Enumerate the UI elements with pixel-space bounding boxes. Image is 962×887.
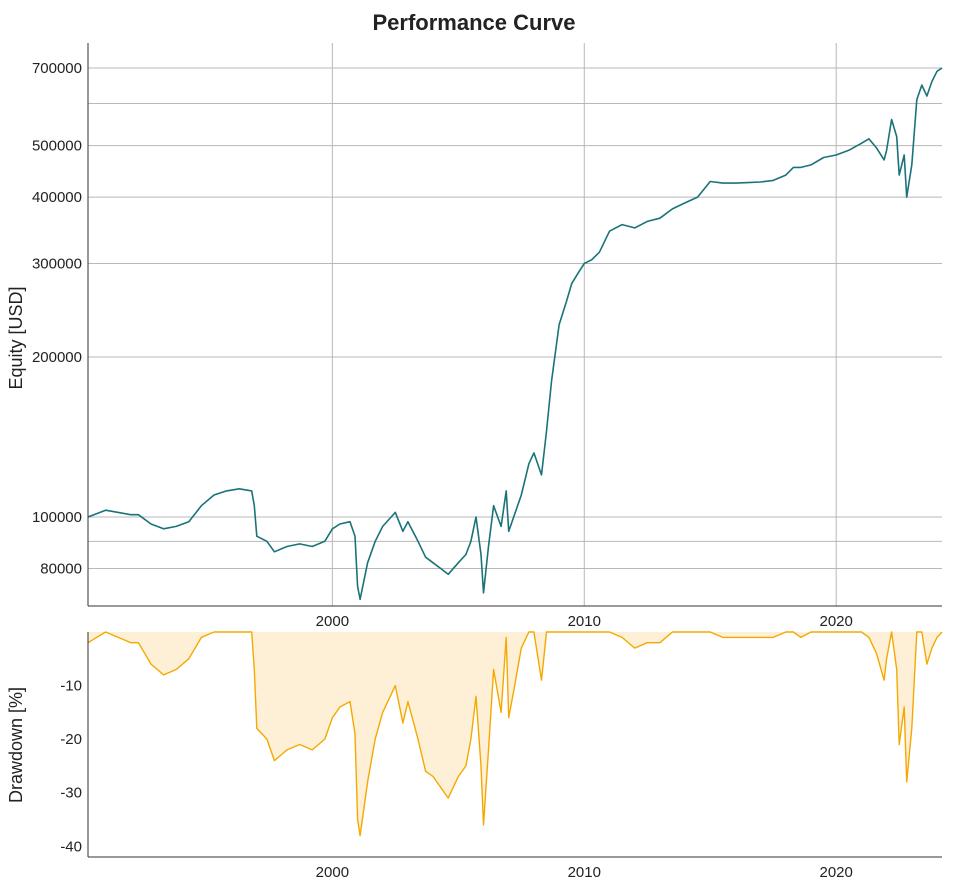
drawdown-y-ticks: -10 -20 -30 -40 [60,678,82,856]
equity-panel: 80000 100000 200000 300000 400000 500000 70000… [6,43,943,630]
chart-title: Performance Curve [373,10,576,35]
drawdown-x-tick-label: 2010 [568,864,601,881]
equity-y-ticks: 80000 100000 200000 300000 400000 500000 70000… [32,60,82,578]
equity-y-tick-label: 200000 [32,349,82,366]
drawdown-y-tick-label: -20 [60,731,82,748]
equity-y-tick-label: 300000 [32,255,82,272]
equity-y-tick-label: 400000 [32,189,82,206]
drawdown-panel: -10 -20 -30 -40 2000 2010 2020 Drawdown [%] [6,631,943,881]
equity-x-tick-label: 2020 [820,613,853,630]
drawdown-y-tick-label: -30 [60,785,82,802]
equity-x-tick-label: 2000 [316,613,349,630]
drawdown-x-ticks: 2000 2010 2020 [316,864,853,881]
equity-line [87,67,943,601]
equity-axes [87,43,942,607]
drawdown-x-tick-label: 2020 [820,864,853,881]
drawdown-x-tick-label: 2000 [316,864,349,881]
drawdown-axes [87,632,942,858]
equity-x-tick-label: 2010 [568,613,601,630]
equity-x-ticks: 2000 2010 2020 [316,613,853,630]
equity-y-tick-label: 500000 [32,138,82,155]
drawdown-y-label: Drawdown [%] [6,687,26,803]
drawdown-y-tick-label: -40 [60,838,82,855]
drawdown-area [88,632,942,836]
equity-series [87,67,943,601]
equity-y-tick-label: 700000 [32,60,82,77]
drawdown-line [87,631,943,837]
equity-y-tick-label: 100000 [32,509,82,526]
equity-y-tick-label: 80000 [40,560,82,577]
drawdown-y-tick-label: -10 [60,678,82,695]
equity-y-label: Equity [USD] [6,286,26,389]
drawdown-series [87,631,943,837]
equity-gridlines [88,43,942,606]
